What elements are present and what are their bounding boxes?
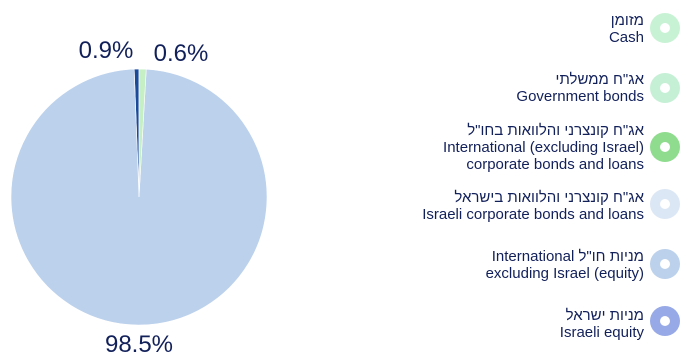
data-label: 98.5% <box>105 331 173 356</box>
legend-marker-icon <box>650 189 680 219</box>
legend-label-hebrew: מניות חו"ל International <box>491 248 644 265</box>
legend-item: אג"ח קונצרני והלוואות בחו"ל International… <box>330 121 700 173</box>
legend-label-hebrew: אג"ח קונצרני והלוואות בחו"ל <box>467 121 644 139</box>
legend-label: מניות ישראל Israeli equity <box>560 299 644 349</box>
data-label: 0.6% <box>154 40 209 67</box>
legend-label: מזומן Cash <box>609 4 644 54</box>
pie-slice-international-excluding-israel-corporate-bonds-and-loans <box>138 68 147 198</box>
legend-label-english: Government bonds <box>516 88 644 105</box>
legend-label-hebrew: אג"ח קונצרני והלוואות בישראל <box>454 189 644 206</box>
legend-label-english: International (excluding Israel) <box>443 138 644 156</box>
legend-item: אג"ח קונצרני והלוואות בישראל Israeli corp… <box>330 181 700 231</box>
legend-label-hebrew: אג"ח ממשלתי <box>555 71 644 88</box>
legend-label-english: Israeli corporate bonds and loans <box>422 206 644 223</box>
legend-label-english: corporate bonds and loans <box>466 155 644 173</box>
legend-label: אג"ח קונצרני והלוואות בישראל Israeli corp… <box>422 181 644 231</box>
legend-label-english: Israeli equity <box>559 324 644 341</box>
data-label: 0.9% <box>79 37 134 64</box>
legend-label: מניות חו"ל International excluding Israel… <box>486 240 644 290</box>
pie-slice-international-excluding-israel-equity <box>10 68 268 326</box>
legend-label-english: excluding Israel (equity) <box>485 265 644 282</box>
legend-marker-icon <box>650 73 680 103</box>
legend-label: אג"ח קונצרני והלוואות בחו"ל International… <box>443 121 644 173</box>
legend-marker-icon <box>650 13 680 43</box>
pie-slices <box>10 68 268 326</box>
legend-item: אג"ח ממשלתי Government bonds <box>330 63 700 113</box>
legend-item: מזומן Cash <box>330 4 700 54</box>
legend-label-english: Cash <box>608 29 644 46</box>
legend-marker-icon <box>650 132 680 162</box>
legend-marker-icon <box>650 249 680 279</box>
legend-marker-icon <box>650 306 680 336</box>
legend-item: מניות חו"ל International excluding Israel… <box>330 240 700 290</box>
legend-label: אג"ח ממשלתי Government bonds <box>516 63 644 113</box>
chart-legend: מזומן Cash אג"ח ממשלתי Government bonds אג"ח… <box>330 0 700 356</box>
legend-label-hebrew: מניות ישראל <box>565 307 644 324</box>
legend-label-hebrew: מזומן <box>610 12 644 29</box>
legend-item: מניות ישראל Israeli equity <box>330 299 700 349</box>
